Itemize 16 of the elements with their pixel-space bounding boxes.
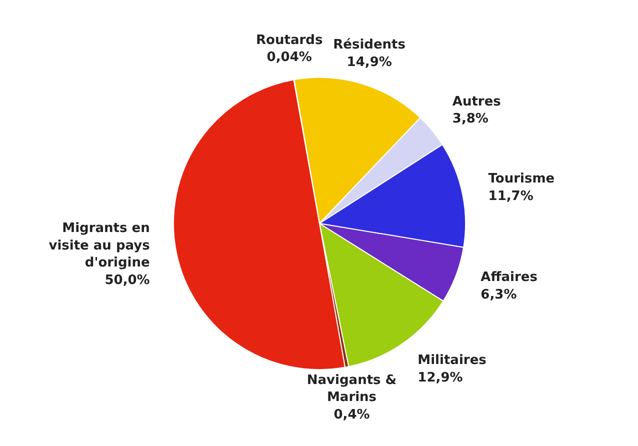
data-label: 0,4%	[334, 407, 370, 422]
slice-label: Tourisme	[488, 172, 555, 187]
data-label: 50,0%	[104, 272, 150, 288]
data-label: 0,04%	[266, 50, 312, 66]
slice-label: Résidents	[333, 38, 406, 53]
slice-label: Migrants en visite au pays d'origine	[48, 221, 150, 271]
slice-label: Navigants & Marins	[306, 372, 397, 406]
data-label: 11,7%	[488, 188, 534, 204]
data-label: 6,3%	[480, 287, 517, 302]
data-label: 14,9%	[346, 54, 392, 70]
slice-label: Routards	[256, 32, 323, 48]
data-label: 3,8%	[452, 112, 488, 127]
slice-label: Autres	[452, 94, 502, 110]
slice-label: Militaires	[418, 353, 487, 368]
slice-label: Affaires	[480, 270, 538, 286]
data-label: 12,9%	[418, 370, 463, 386]
